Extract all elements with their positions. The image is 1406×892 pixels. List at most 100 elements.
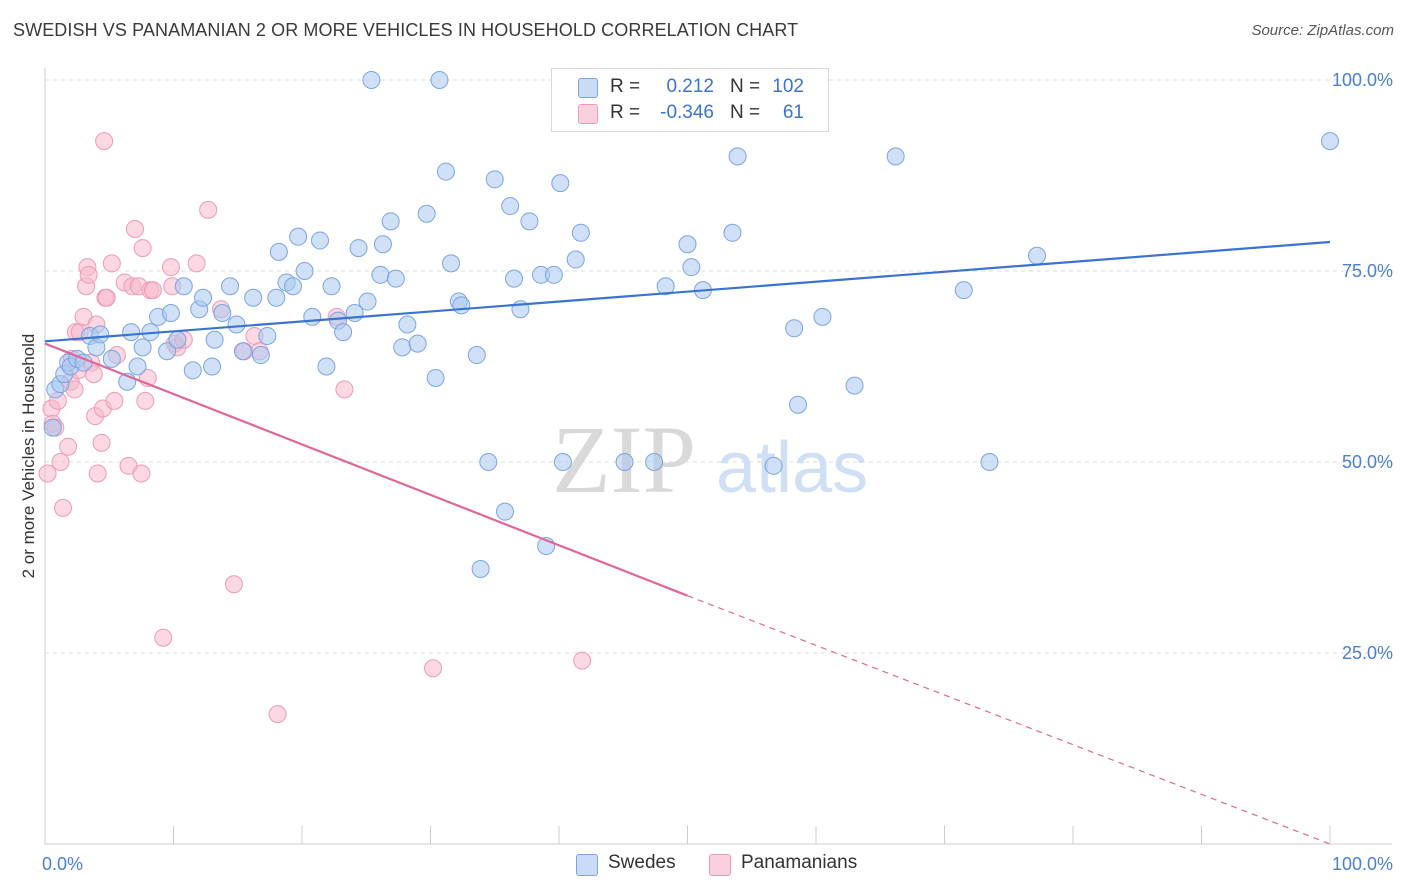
- legend-n-label: N =: [730, 76, 761, 97]
- data-point-swedes: [678, 235, 697, 254]
- data-point-panamanians: [84, 365, 103, 384]
- legend-label-swedes: Swedes: [608, 852, 676, 873]
- data-point-swedes: [553, 453, 572, 471]
- legend-r-label: R =: [610, 102, 641, 123]
- data-point-swedes: [386, 269, 405, 288]
- data-point-swedes: [174, 277, 193, 296]
- legend-r-value: -0.346: [660, 102, 714, 123]
- legend-row-panamanians: R = -0.346 N = 61: [552, 101, 828, 127]
- x-tick-labels: 0.0% 100.0%: [42, 854, 1393, 874]
- data-point-panamanians: [154, 628, 173, 647]
- axes: [44, 68, 1392, 845]
- data-point-swedes: [358, 292, 377, 311]
- data-point-swedes: [471, 559, 490, 578]
- data-point-panamanians: [125, 219, 144, 238]
- data-point-swedes: [886, 147, 905, 166]
- data-point-swedes: [723, 223, 742, 242]
- data-point-panamanians: [424, 659, 443, 678]
- data-point-swedes: [393, 338, 412, 357]
- data-point-panamanians: [335, 380, 354, 399]
- data-point-panamanians: [38, 464, 57, 483]
- y-tick-label: 100.0%: [1332, 70, 1393, 90]
- data-point-swedes: [183, 361, 202, 380]
- data-point-panamanians: [161, 258, 180, 277]
- legend-swatch-swedes: [576, 854, 598, 876]
- data-point-swedes: [501, 197, 520, 216]
- data-point-swedes: [227, 315, 246, 334]
- data-point-swedes: [317, 357, 336, 376]
- data-point-swedes: [203, 357, 222, 376]
- data-point-swedes: [194, 288, 213, 307]
- data-point-swedes: [571, 223, 590, 242]
- data-point-panamanians: [143, 281, 162, 300]
- data-point-swedes: [122, 323, 141, 342]
- legend-row-swedes: R = 0.212 N = 102: [552, 75, 828, 101]
- data-point-swedes: [785, 319, 804, 338]
- data-point-swedes: [267, 288, 286, 307]
- gridlines: [45, 79, 1392, 654]
- data-point-panamanians: [97, 288, 116, 307]
- data-point-swedes: [417, 204, 436, 223]
- data-point-panamanians: [224, 575, 243, 594]
- legend-n-value: 61: [782, 102, 804, 123]
- data-point-swedes: [566, 250, 585, 269]
- data-point-swedes: [764, 456, 783, 475]
- y-axis-label: 2 or more Vehicles in Household: [19, 334, 38, 579]
- data-point-swedes: [1028, 246, 1047, 265]
- data-point-swedes: [1321, 132, 1339, 151]
- legend-r-label: R =: [610, 76, 641, 97]
- chart-title: SWEDISH VS PANAMANIAN 2 OR MORE VEHICLES…: [13, 20, 799, 40]
- data-point-swedes: [615, 453, 634, 471]
- data-point-panamanians: [79, 265, 98, 284]
- data-point-swedes: [430, 71, 449, 89]
- data-point-swedes: [310, 231, 329, 250]
- data-point-swedes: [168, 330, 187, 349]
- data-point-panamanians: [95, 132, 114, 151]
- y-tick-labels: 25.0% 50.0% 75.0% 100.0%: [1332, 70, 1393, 663]
- data-point-panamanians: [102, 254, 121, 273]
- watermark: ZIP atlas: [552, 406, 868, 513]
- data-point-swedes: [728, 147, 747, 166]
- data-point-swedes: [161, 304, 180, 323]
- data-point-swedes: [43, 418, 62, 437]
- panamanians-points: [38, 132, 592, 724]
- data-point-swedes: [303, 307, 322, 326]
- data-point-swedes: [284, 277, 303, 296]
- trend-lines: [44, 240, 1331, 845]
- data-point-swedes: [656, 277, 675, 296]
- data-point-swedes: [551, 174, 570, 193]
- y-tick-label: 50.0%: [1342, 452, 1393, 472]
- legend-label-panamanians: Panamanians: [741, 852, 858, 873]
- data-point-swedes: [436, 162, 455, 181]
- legend-n-value: 102: [772, 76, 804, 97]
- data-point-swedes: [251, 346, 270, 365]
- data-point-swedes: [980, 453, 999, 471]
- data-point-panamanians: [92, 433, 111, 452]
- data-point-swedes: [452, 296, 471, 315]
- data-point-swedes: [682, 258, 701, 277]
- data-point-panamanians: [187, 254, 206, 273]
- data-point-swedes: [520, 212, 539, 231]
- data-point-swedes: [479, 453, 498, 471]
- data-point-swedes: [381, 212, 400, 231]
- swedes-points: [43, 71, 1339, 578]
- y-tick-label: 25.0%: [1342, 643, 1393, 663]
- data-point-swedes: [496, 502, 515, 521]
- source-label: Source: ZipAtlas.com: [1251, 22, 1394, 39]
- data-point-swedes: [334, 323, 353, 342]
- data-point-panamanians: [133, 239, 152, 258]
- data-point-panamanians: [105, 391, 124, 410]
- data-point-swedes: [205, 330, 224, 349]
- data-point-swedes: [371, 265, 390, 284]
- legend-swatch-panamanians: [709, 854, 731, 876]
- data-point-swedes: [269, 242, 288, 261]
- data-point-swedes: [102, 349, 121, 368]
- legend-swatch-panamanians: [578, 104, 598, 124]
- data-point-panamanians: [268, 705, 287, 724]
- data-point-swedes: [133, 338, 152, 357]
- correlation-legend: R = 0.212 N = 102 R = -0.346 N = 61: [551, 68, 829, 132]
- data-point-panamanians: [199, 200, 218, 219]
- data-point-swedes: [349, 239, 368, 258]
- data-point-panamanians: [136, 391, 155, 410]
- legend-n-label: N =: [730, 102, 761, 123]
